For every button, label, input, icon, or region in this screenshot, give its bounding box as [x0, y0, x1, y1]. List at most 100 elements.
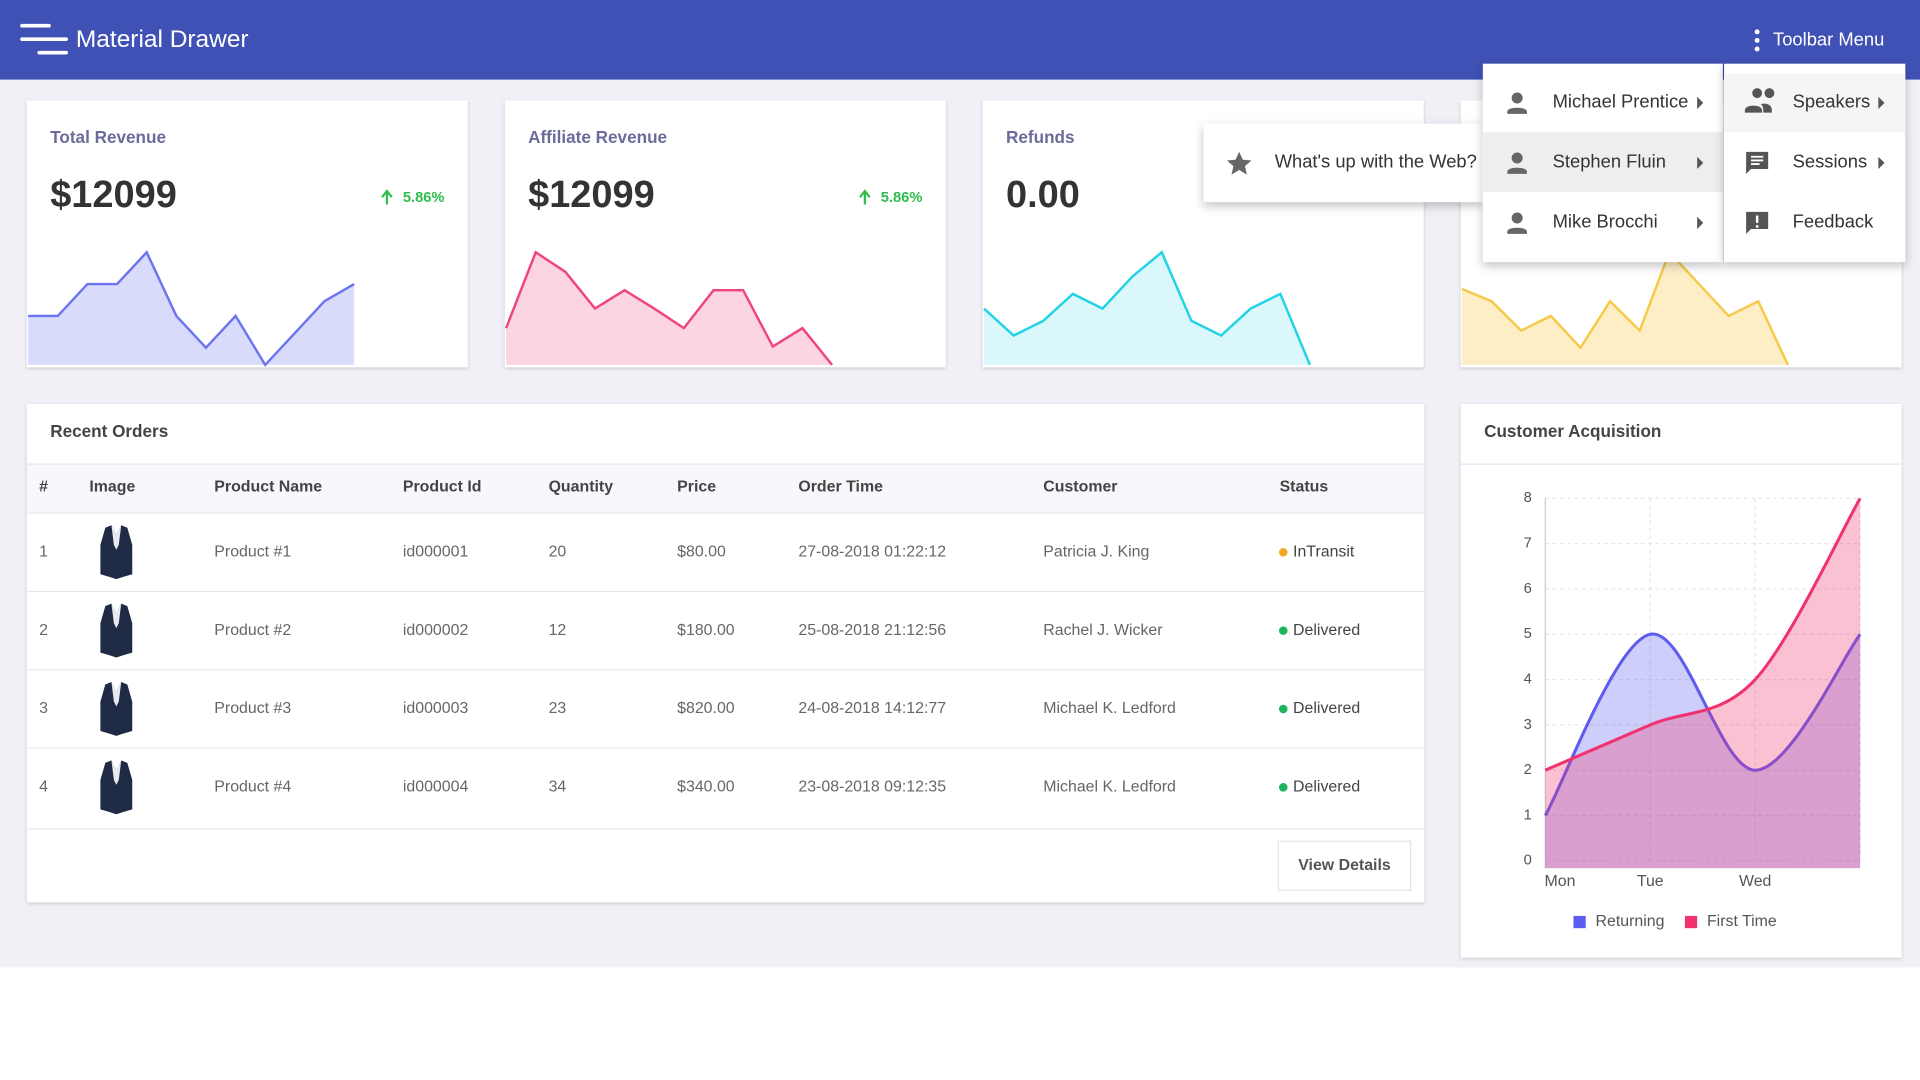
sparkline	[28, 250, 355, 367]
cell: Delivered	[1293, 779, 1360, 796]
shirt	[111, 760, 122, 785]
view-details-button[interactable]	[1277, 840, 1412, 891]
status-dot	[1278, 783, 1288, 792]
suit	[100, 603, 133, 658]
status-dot	[1278, 704, 1288, 714]
card-title: Total Revenue	[50, 127, 166, 147]
submenu-icon	[1744, 88, 1775, 113]
cell: 34	[549, 779, 567, 796]
cell: 23-08-2018 09:12:35	[798, 779, 946, 796]
cell: Delivered	[1293, 622, 1360, 639]
submenu-item[interactable]: Feedback	[1793, 211, 1874, 232]
column-header: Quantity	[549, 479, 614, 496]
cell: id000002	[403, 622, 469, 639]
popup-item[interactable]: What's up with the Web?	[1275, 151, 1477, 172]
icon-lines	[1751, 155, 1764, 165]
card-change: 5.86%	[403, 190, 445, 206]
column-header: Price	[677, 479, 716, 496]
status-dot	[1278, 626, 1288, 635]
shirt	[111, 603, 122, 629]
cell: Product #3	[214, 700, 291, 717]
cell: 12	[549, 622, 567, 639]
sparkline-area	[28, 252, 355, 365]
x-tick-label: Wed	[1739, 873, 1771, 890]
star-icon	[1226, 151, 1252, 175]
menu-item[interactable]: Stephen Fluin	[1553, 151, 1666, 172]
cell: 1	[39, 543, 48, 560]
cell: Product #4	[214, 779, 291, 796]
cell: 3	[39, 700, 48, 717]
menu-button[interactable]	[20, 23, 68, 55]
shirt	[111, 525, 122, 550]
cell: 2	[39, 622, 48, 639]
table-header-bg	[26, 464, 1425, 515]
cell: Delivered	[1293, 700, 1360, 717]
submenu-arrow	[1878, 96, 1885, 109]
cell: Product #2	[214, 622, 291, 639]
person-head	[1511, 92, 1523, 104]
cell: 20	[549, 543, 567, 560]
panel-title: Customer Acquisition	[1484, 421, 1661, 441]
submenu-arrow	[1878, 156, 1885, 169]
column-header: Product Id	[403, 479, 482, 496]
y-tick-label: 4	[1524, 671, 1532, 687]
column-header: Status	[1280, 479, 1329, 496]
toolbar-menu[interactable]: Toolbar Menu	[1754, 28, 1885, 52]
cell: Patricia J. King	[1043, 543, 1149, 560]
card-value: 0.00	[1006, 174, 1080, 216]
up-arrow	[381, 189, 393, 205]
cell: Michael K. Ledford	[1043, 700, 1176, 717]
submenu-item[interactable]: Speakers	[1793, 91, 1871, 112]
up-arrow	[859, 189, 871, 205]
legend-label: First Time	[1707, 913, 1777, 930]
status-dot	[1278, 547, 1288, 557]
cell: Product #1	[214, 543, 291, 560]
y-tick-label: 6	[1524, 581, 1532, 597]
cell: 25-08-2018 21:12:56	[798, 622, 946, 639]
sparkline-area	[984, 252, 1310, 365]
sparkline-area	[1461, 252, 1788, 365]
cell: id000003	[403, 700, 469, 717]
cell: 27-08-2018 01:22:12	[798, 543, 946, 560]
suit	[100, 525, 133, 580]
product-image	[100, 525, 133, 580]
x-tick-label: Mon	[1545, 873, 1576, 890]
suit	[100, 682, 133, 736]
y-tick-label: 8	[1524, 490, 1532, 506]
series-area	[1545, 498, 1861, 869]
cell: $820.00	[677, 700, 735, 717]
series-line	[1543, 632, 1862, 817]
cell: 4	[39, 779, 48, 796]
person-head	[1511, 212, 1523, 224]
column-header: Image	[89, 479, 135, 496]
cell: Michael K. Ledford	[1043, 779, 1176, 796]
cell: 23	[549, 700, 567, 717]
menu-item[interactable]: Mike Brocchi	[1553, 211, 1658, 232]
menu-item[interactable]: Michael Prentice	[1553, 91, 1689, 112]
y-tick-label: 0	[1524, 853, 1532, 869]
card-title: Refunds	[1006, 127, 1075, 147]
series-area	[1545, 633, 1861, 869]
y-tick-label: 7	[1524, 536, 1532, 552]
product-image	[100, 682, 133, 736]
cell: $180.00	[677, 622, 735, 639]
sparkline	[504, 250, 833, 366]
submenu-item[interactable]: Sessions	[1793, 151, 1868, 172]
cell: id000001	[403, 543, 469, 560]
popup-menu	[1203, 123, 1483, 203]
y-tick-label: 1	[1524, 807, 1532, 823]
column-header: Product Name	[214, 479, 322, 496]
cell: 24-08-2018 14:12:77	[798, 700, 946, 717]
legend-label: Returning	[1596, 913, 1665, 930]
suit	[100, 760, 133, 815]
product-image	[100, 603, 133, 658]
view-details-label[interactable]: View Details	[1298, 857, 1391, 874]
shirt	[111, 682, 122, 707]
dropdown-highlight	[1482, 132, 1723, 193]
toolbar-menu-label[interactable]: Toolbar Menu	[1773, 28, 1884, 49]
person-body	[1507, 227, 1527, 234]
submenu-arrow	[1697, 96, 1704, 109]
series-line	[1544, 497, 1862, 772]
